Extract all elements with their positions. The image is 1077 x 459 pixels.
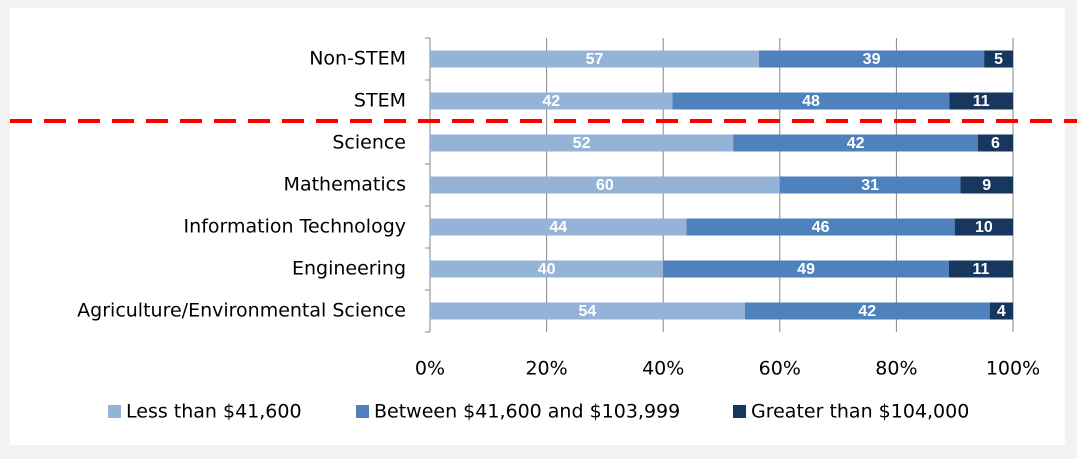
data-label: 54 xyxy=(579,303,597,320)
bar-segment xyxy=(949,92,1013,110)
data-label: 4 xyxy=(997,303,1006,320)
y-tick-label: Mathematics xyxy=(284,174,406,196)
bar-segment xyxy=(984,50,1013,68)
x-tick-label: 100% xyxy=(986,358,1040,380)
bar-segment xyxy=(759,50,985,68)
bar-segment xyxy=(989,302,1013,320)
y-tick-label: Agriculture/Environmental Science xyxy=(77,300,406,322)
y-tick-label: Science xyxy=(332,132,406,154)
data-label: 39 xyxy=(863,51,881,68)
bar-segment xyxy=(430,50,760,68)
bar-segment xyxy=(733,134,979,152)
y-tick-label: STEM xyxy=(354,90,406,112)
x-tick-label: 0% xyxy=(415,358,445,380)
bar-segment xyxy=(672,92,950,110)
data-label: 44 xyxy=(549,219,567,236)
bar-segment xyxy=(948,260,1013,278)
plot: 0% 20% 40% 60% 80% 100% Non-STEM 57 39 5 STEM 42 48 1… xyxy=(77,37,1040,423)
legend-label: Less than $41,600 xyxy=(126,401,302,423)
bar-segment xyxy=(663,260,949,278)
x-tick-label: 80% xyxy=(875,358,917,380)
legend-label: Between $41,600 and $103,999 xyxy=(374,401,680,423)
data-label: 10 xyxy=(975,219,993,236)
x-tick-label: 40% xyxy=(642,358,684,380)
bar-segment xyxy=(430,260,664,278)
data-label: 42 xyxy=(542,93,560,110)
bar-segment xyxy=(779,176,961,194)
data-label: 40 xyxy=(538,261,556,278)
bar-segment xyxy=(430,302,745,320)
bar-segment xyxy=(686,218,955,236)
bar-segment xyxy=(430,176,780,194)
data-label: 42 xyxy=(858,303,876,320)
y-tick-label: Non-STEM xyxy=(309,48,406,70)
data-label: 60 xyxy=(596,177,614,194)
data-label: 48 xyxy=(802,93,820,110)
data-label: 57 xyxy=(586,51,604,68)
data-label: 5 xyxy=(994,51,1003,68)
bar-segment xyxy=(430,218,687,236)
data-label: 11 xyxy=(973,93,990,110)
x-tick-label: 60% xyxy=(759,358,801,380)
legend-label: Greater than $104,000 xyxy=(751,401,969,423)
bar-segment xyxy=(430,92,673,110)
data-label: 52 xyxy=(573,135,591,152)
legend-swatch xyxy=(108,405,121,418)
y-tick-label: Information Technology xyxy=(184,216,406,238)
data-label: 42 xyxy=(847,135,865,152)
data-label: 49 xyxy=(797,261,815,278)
data-label: 6 xyxy=(991,135,1000,152)
legend-swatch xyxy=(733,405,746,418)
bar-segment xyxy=(954,218,1013,236)
data-label: 11 xyxy=(972,261,989,278)
bar-segment xyxy=(430,134,734,152)
bar-segment xyxy=(978,134,1013,152)
bar-segment xyxy=(744,302,990,320)
data-label: 9 xyxy=(982,177,991,194)
bar-segment xyxy=(960,176,1013,194)
data-label: 31 xyxy=(861,177,879,194)
legend-swatch xyxy=(356,405,369,418)
x-tick-label: 20% xyxy=(525,358,567,380)
data-label: 46 xyxy=(812,219,830,236)
y-tick-label: Engineering xyxy=(292,258,406,280)
